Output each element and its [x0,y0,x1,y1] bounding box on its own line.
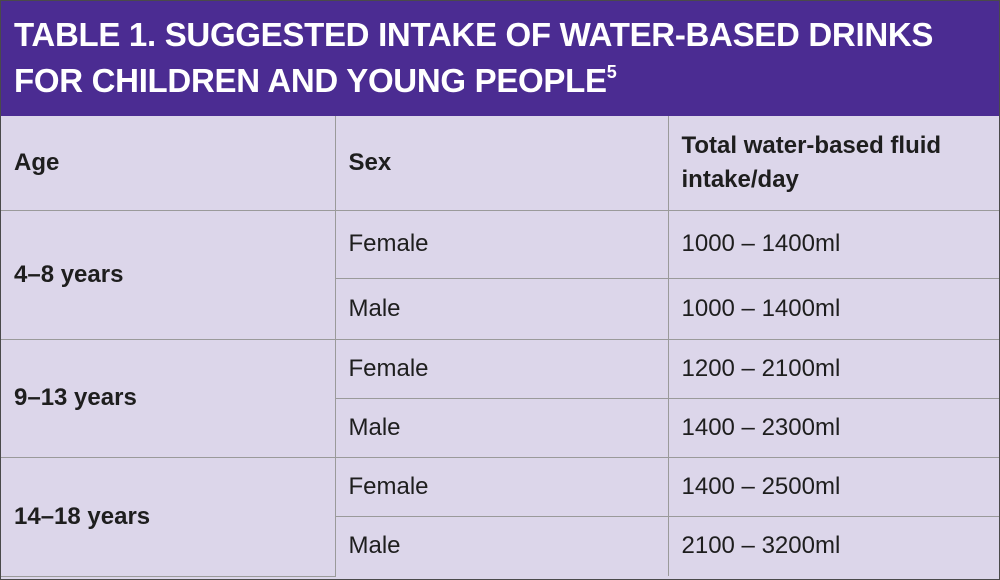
title-line-1: TABLE 1. SUGGESTED INTAKE OF WATER-BASED… [14,16,934,53]
intake-cell: 1400 – 2300ml [667,397,999,458]
header-sex: Sex [334,116,669,211]
table-row: 9–13 years Female 1200 – 2100ml [1,338,999,458]
header-row: Age Sex Total water-based fluid intake/d… [1,116,999,211]
table-title: TABLE 1. SUGGESTED INTAKE OF WATER-BASED… [1,1,999,116]
intake-cell: 1000 – 1400ml [667,209,999,279]
sex-cell: Male [335,277,669,340]
title-line-2: FOR CHILDREN AND YOUNG PEOPLE5 [14,62,617,100]
table-row: 4–8 years Female 1000 – 1400ml [1,209,999,340]
header-age: Age [1,116,336,211]
intake-cell: 2100 – 3200ml [667,515,999,576]
sex-cell: Female [334,456,669,517]
age-cell: 4–8 years [1,209,336,340]
intake-table: Age Sex Total water-based fluid intake/d… [1,116,999,577]
sex-cell: Male [335,515,669,576]
age-cell: 14–18 years [1,456,336,577]
table-row: Male 1000 – 1400ml [1,277,999,340]
table-row: Male 2100 – 3200ml [1,515,999,576]
intake-cell: 1000 – 1400ml [667,277,999,340]
sex-cell: Female [334,209,669,279]
intake-cell: 1400 – 2500ml [667,456,999,517]
table-row: Male 1400 – 2300ml [1,397,999,458]
header-intake: Total water-based fluid intake/day [667,116,999,211]
footnote-reference: 5 [606,62,617,82]
intake-cell: 1200 – 2100ml [667,338,999,399]
title-line-2-text: FOR CHILDREN AND YOUNG PEOPLE [14,62,607,99]
table-row: 14–18 years Female 1400 – 2500ml [1,456,999,577]
age-cell: 9–13 years [1,338,336,458]
sex-cell: Male [335,397,669,458]
sex-cell: Female [334,338,669,399]
